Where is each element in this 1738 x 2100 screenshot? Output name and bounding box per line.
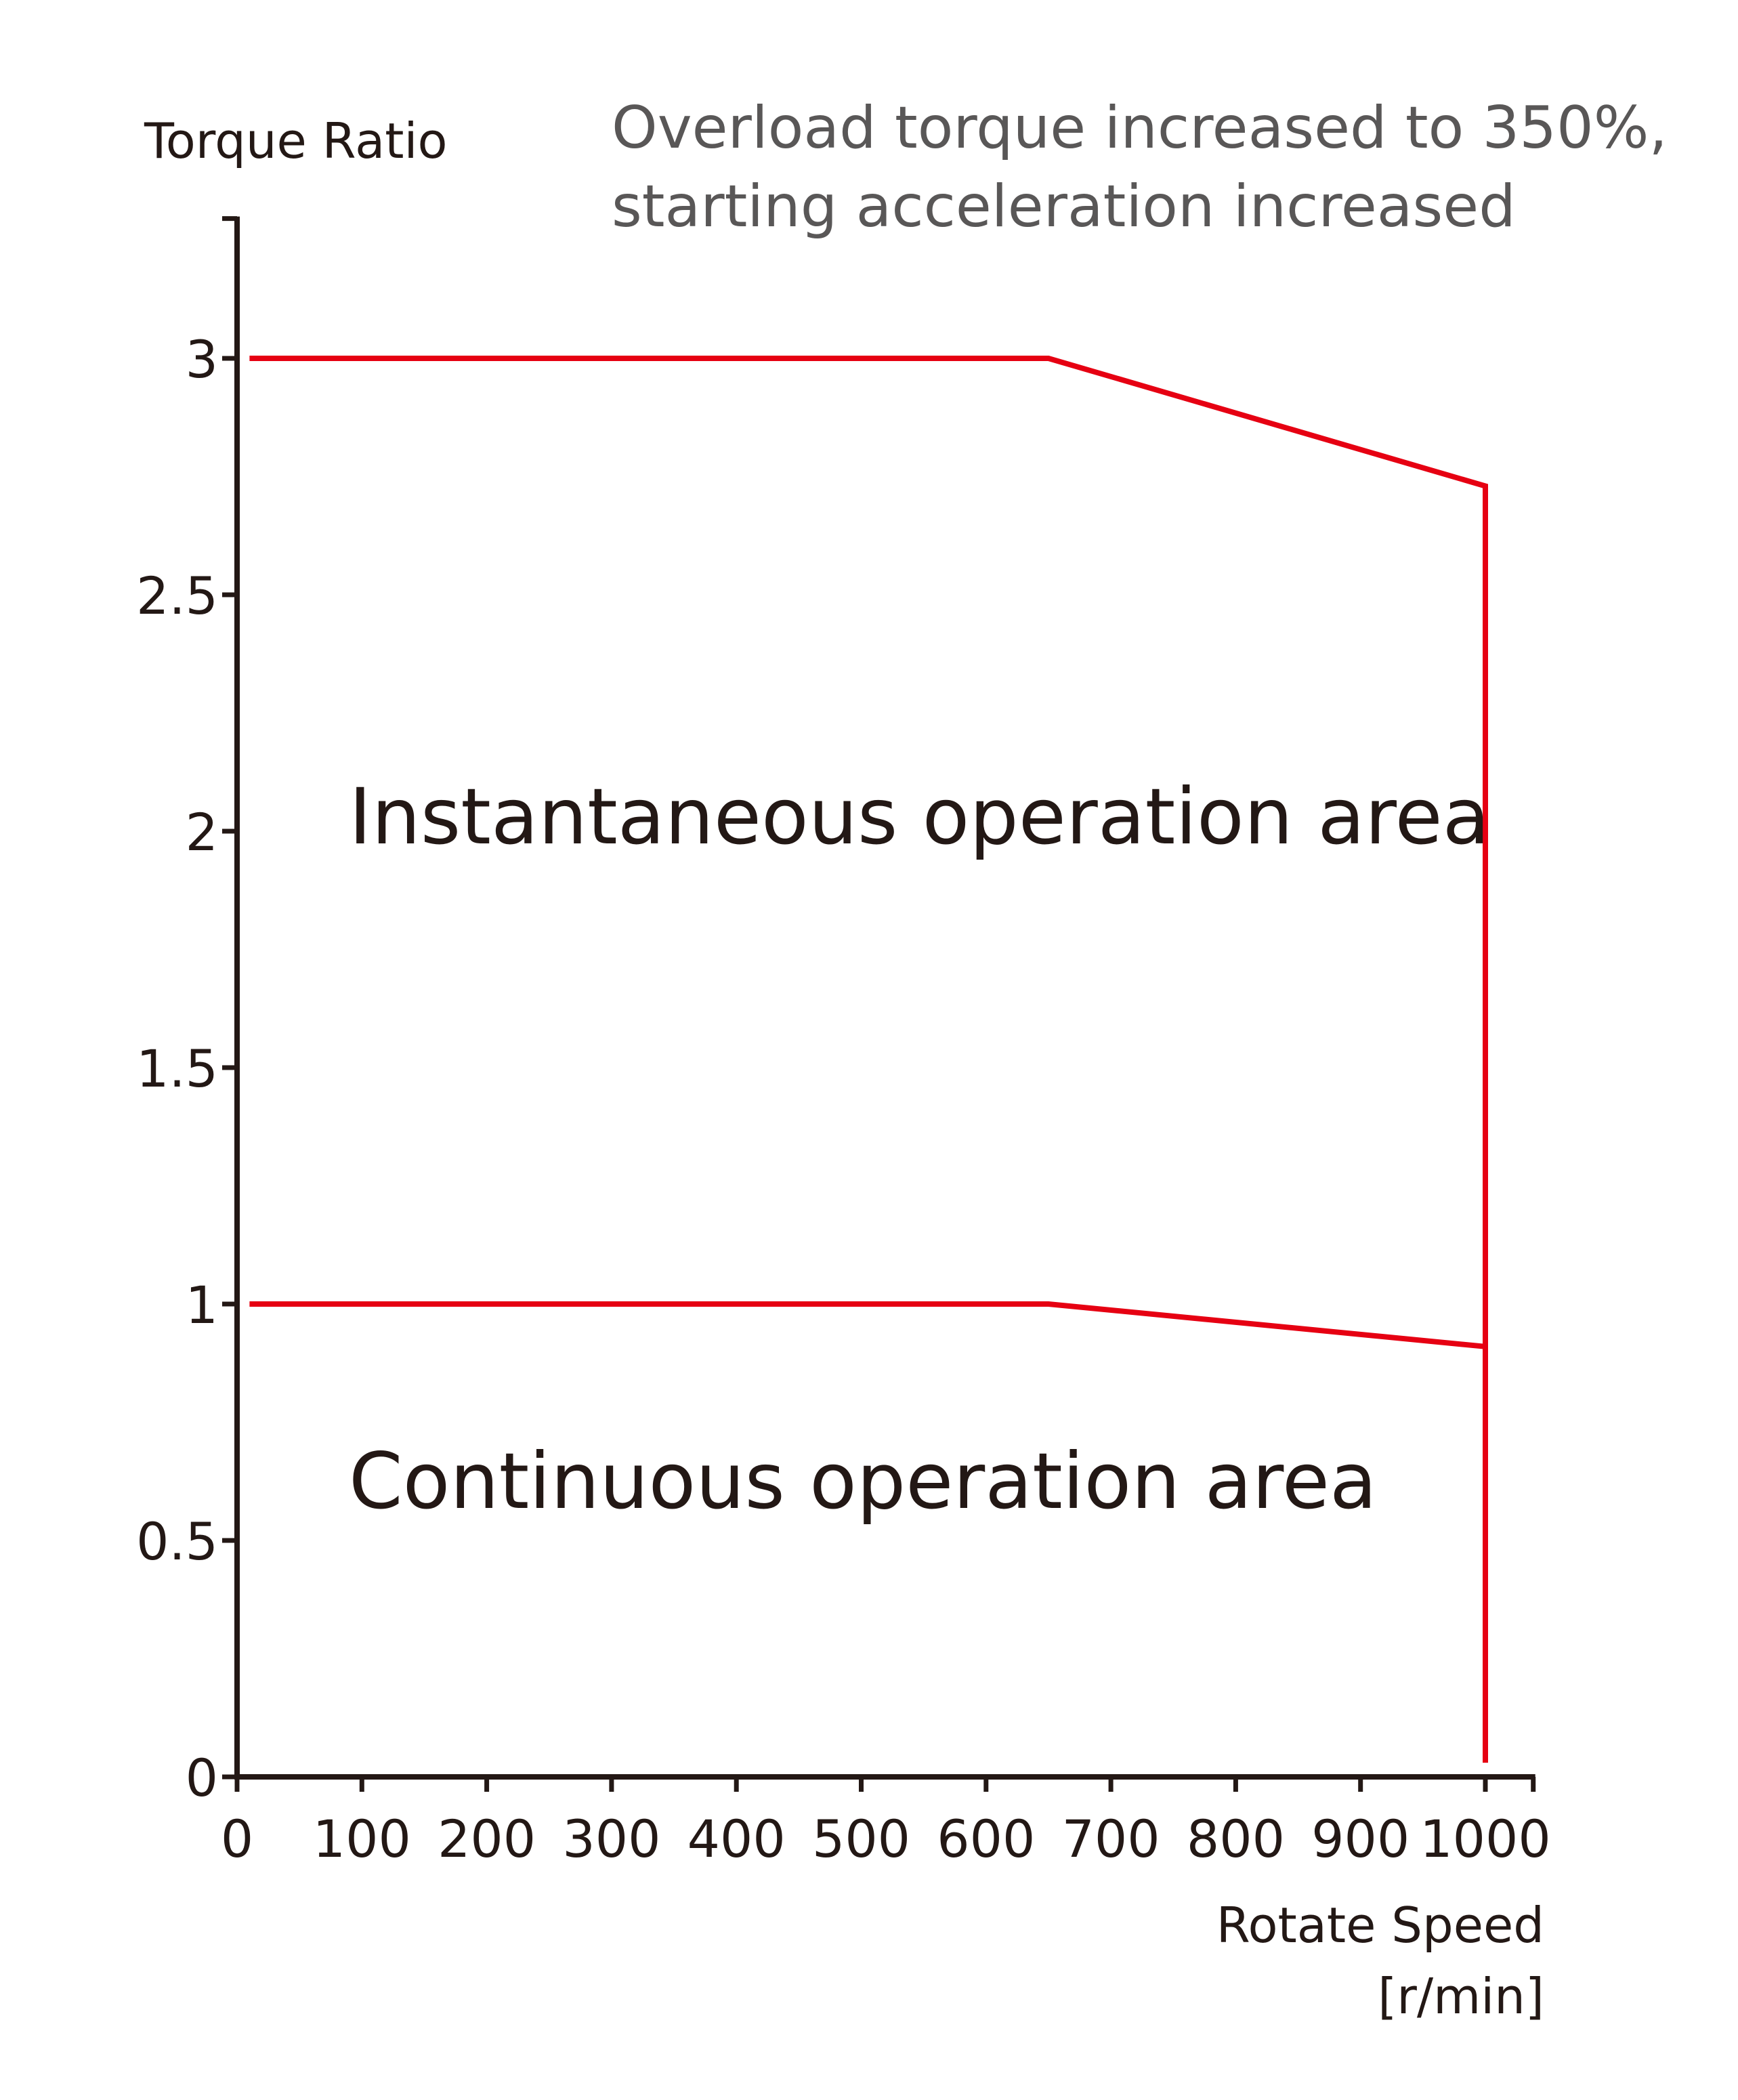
x-tick-label: 1000 bbox=[1420, 1809, 1550, 1869]
continuous-area-label: Continuous operation area bbox=[349, 1436, 1377, 1526]
y-tick-label: 1.5 bbox=[136, 1038, 218, 1099]
x-tick-label: 200 bbox=[438, 1809, 536, 1869]
x-tick-label: 600 bbox=[937, 1809, 1035, 1869]
continuous-torque-limit-line bbox=[249, 1301, 1486, 1349]
x-tick-label: 400 bbox=[687, 1809, 786, 1869]
y-tick-label: 0 bbox=[186, 1748, 218, 1808]
axes bbox=[234, 216, 1535, 1780]
instantaneous-area-label: Instantaneous operation area bbox=[349, 772, 1489, 862]
x-tick-label: 100 bbox=[313, 1809, 411, 1869]
annotation-line-2: starting acceleration increased bbox=[612, 173, 1516, 240]
annotation-line-1: Overload torque increased to 350%, bbox=[612, 94, 1668, 162]
y-tick-label: 1 bbox=[186, 1275, 218, 1335]
x-tick-label: 700 bbox=[1062, 1809, 1160, 1869]
x-tick-label: 900 bbox=[1311, 1809, 1410, 1869]
x-axis-unit: [r/min] bbox=[1378, 1968, 1544, 2025]
instantaneous-torque-limit-line bbox=[249, 356, 1488, 1763]
series-lines bbox=[249, 356, 1488, 1763]
x-tick-label: 300 bbox=[562, 1809, 660, 1869]
axis-ticks: 0 0.5 1 1.5 2 2.5 3 0 100 200 300 400 500 600 700 800 90… bbox=[136, 216, 1551, 1869]
x-tick-label: 500 bbox=[812, 1809, 910, 1869]
x-tick-label: 800 bbox=[1187, 1809, 1285, 1869]
y-tick-label: 0.5 bbox=[136, 1511, 218, 1572]
y-tick-label: 2 bbox=[186, 802, 218, 862]
y-axis-title: Torque Ratio bbox=[144, 112, 448, 169]
x-axis-title: Rotate Speed bbox=[1216, 1897, 1544, 1954]
y-tick-label: 3 bbox=[186, 329, 218, 390]
y-tick-label: 2.5 bbox=[136, 566, 218, 626]
x-tick-label: 0 bbox=[221, 1809, 253, 1869]
